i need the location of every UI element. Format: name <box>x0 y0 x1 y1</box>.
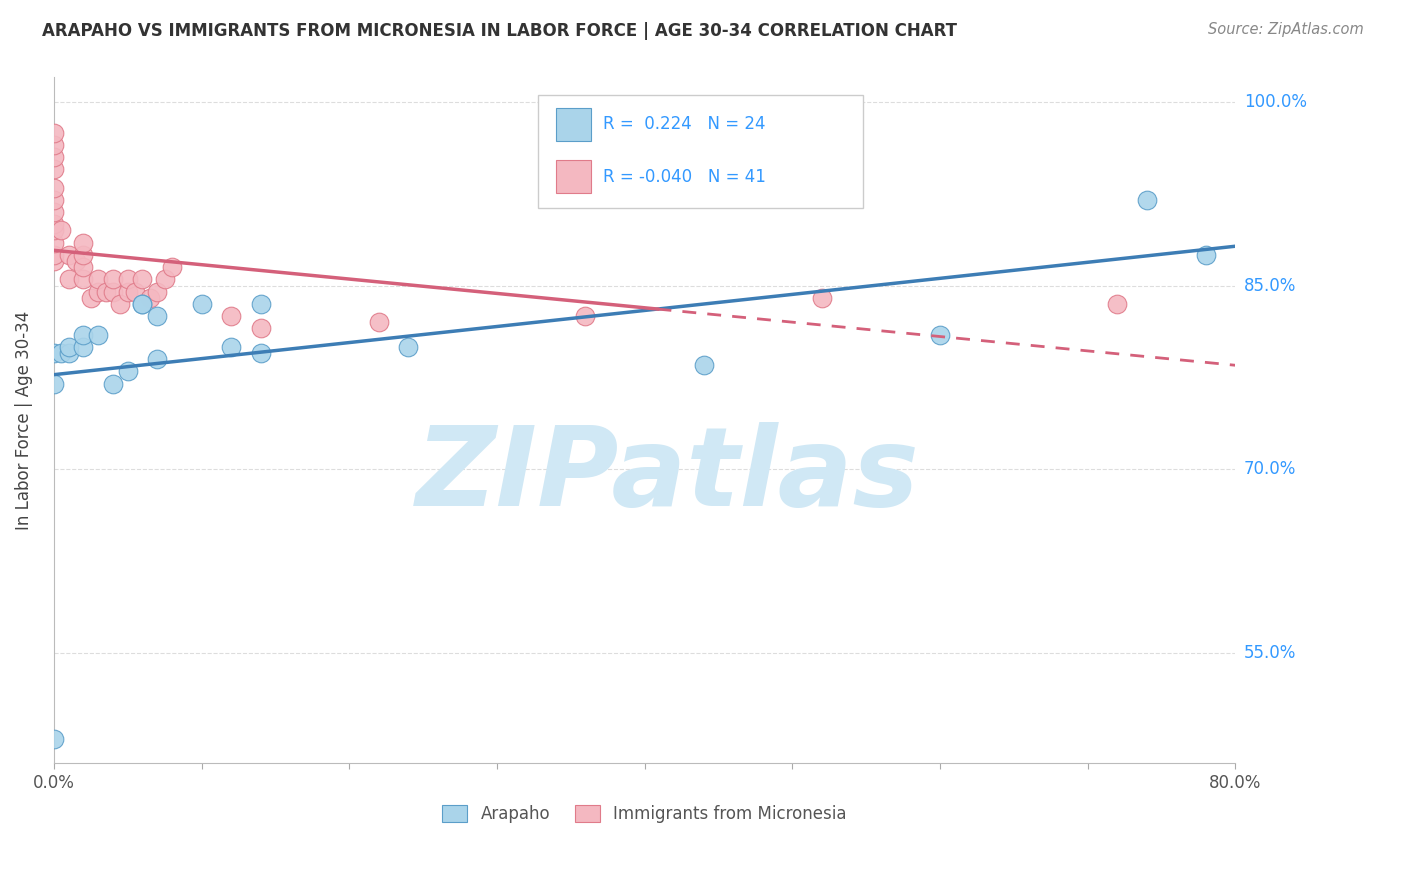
Legend: Arapaho, Immigrants from Micronesia: Arapaho, Immigrants from Micronesia <box>441 805 846 823</box>
Point <box>810 291 832 305</box>
Point <box>87 327 110 342</box>
Point <box>160 260 183 275</box>
Point <box>58 272 80 286</box>
Point <box>574 309 596 323</box>
Point <box>146 309 169 323</box>
Point <box>131 297 153 311</box>
Point <box>42 731 65 746</box>
Point <box>929 327 952 342</box>
Point <box>117 272 139 286</box>
Point <box>101 272 124 286</box>
Point <box>42 193 65 207</box>
Point <box>101 376 124 391</box>
Point <box>42 137 65 152</box>
Point <box>80 291 103 305</box>
Point <box>58 340 80 354</box>
Point <box>692 358 714 372</box>
Point <box>42 248 65 262</box>
Point <box>249 297 271 311</box>
Point <box>42 150 65 164</box>
Point <box>124 285 146 299</box>
Point <box>42 223 65 237</box>
Point <box>249 346 271 360</box>
Point <box>396 340 419 354</box>
FancyBboxPatch shape <box>538 95 863 208</box>
Point <box>131 297 153 311</box>
Text: R =  0.224   N = 24: R = 0.224 N = 24 <box>603 115 766 133</box>
Text: 100.0%: 100.0% <box>1244 93 1306 111</box>
Y-axis label: In Labor Force | Age 30-34: In Labor Force | Age 30-34 <box>15 310 32 530</box>
Text: 70.0%: 70.0% <box>1244 460 1296 478</box>
Point <box>72 260 94 275</box>
Point <box>42 205 65 219</box>
Point <box>42 126 65 140</box>
Point <box>190 297 212 311</box>
Point <box>51 223 73 237</box>
Point <box>139 291 162 305</box>
Point <box>110 297 132 311</box>
Point <box>42 218 65 232</box>
Point <box>1136 193 1159 207</box>
Text: R = -0.040   N = 41: R = -0.040 N = 41 <box>603 168 766 186</box>
Text: Source: ZipAtlas.com: Source: ZipAtlas.com <box>1208 22 1364 37</box>
Text: 85.0%: 85.0% <box>1244 277 1296 294</box>
Point <box>101 285 124 299</box>
Point <box>117 364 139 378</box>
Point <box>153 272 176 286</box>
Point <box>1195 248 1218 262</box>
Point <box>72 327 94 342</box>
Text: 55.0%: 55.0% <box>1244 644 1296 662</box>
Point <box>42 162 65 177</box>
Point <box>219 340 242 354</box>
Point <box>87 272 110 286</box>
Point <box>42 346 65 360</box>
Point <box>146 285 169 299</box>
Point <box>219 309 242 323</box>
Point <box>51 346 73 360</box>
Point <box>65 254 87 268</box>
Point <box>42 180 65 194</box>
Text: ARAPAHO VS IMMIGRANTS FROM MICRONESIA IN LABOR FORCE | AGE 30-34 CORRELATION CHA: ARAPAHO VS IMMIGRANTS FROM MICRONESIA IN… <box>42 22 957 40</box>
FancyBboxPatch shape <box>555 161 592 194</box>
Point <box>146 352 169 367</box>
Point <box>72 340 94 354</box>
Point <box>58 346 80 360</box>
Point <box>58 248 80 262</box>
Point <box>367 315 389 329</box>
Point <box>42 376 65 391</box>
Point <box>72 248 94 262</box>
Point <box>1107 297 1129 311</box>
Point <box>117 285 139 299</box>
Point <box>249 321 271 335</box>
FancyBboxPatch shape <box>555 108 592 141</box>
Point <box>131 272 153 286</box>
Point <box>72 235 94 250</box>
Text: ZIPatlas: ZIPatlas <box>416 422 920 529</box>
Point <box>42 254 65 268</box>
Point <box>42 235 65 250</box>
Point <box>72 272 94 286</box>
Point <box>94 285 117 299</box>
Point <box>87 285 110 299</box>
